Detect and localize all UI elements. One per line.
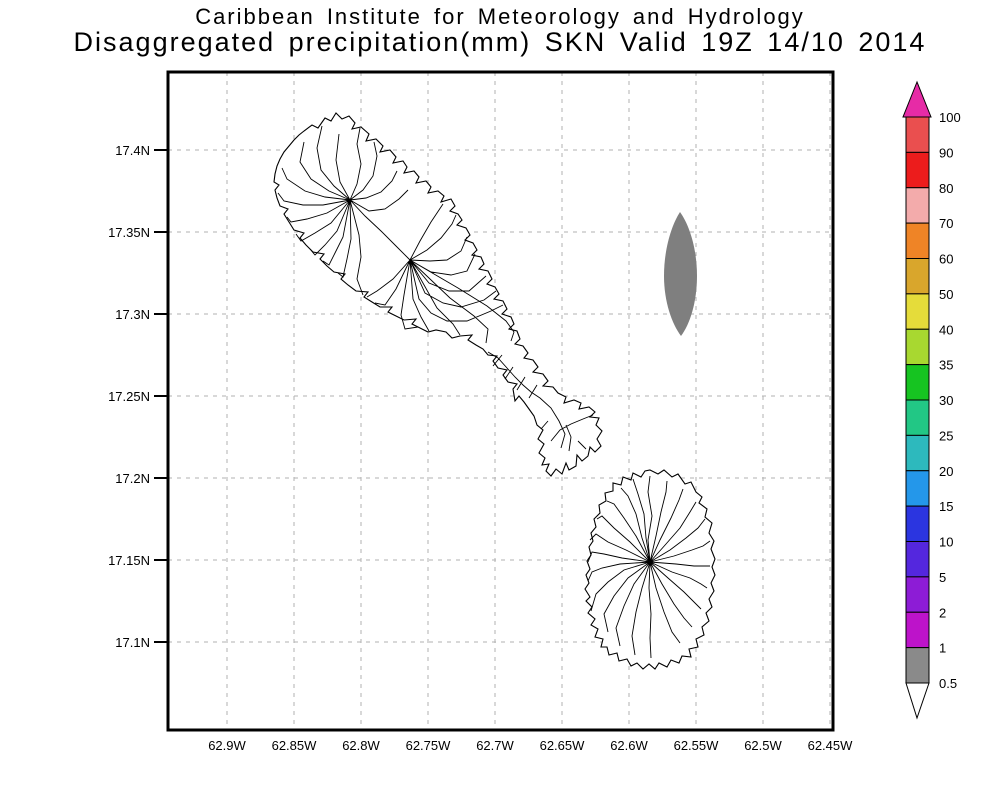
- colorbar-over-arrow: [902, 80, 932, 118]
- colorbar-tick-labels: 100 90 80 70 60 50 40 35 30 25 20 15 10 5 2 1 0.5: [939, 110, 961, 691]
- nevis-drainage-lines: [587, 475, 711, 659]
- page-title: Caribbean Institute for Meteorology and …: [195, 4, 805, 29]
- colorbar-segment: [905, 505, 930, 542]
- colorbar-tick-label: 1: [939, 641, 946, 656]
- colorbar-tick-label: 10: [939, 535, 953, 550]
- lat-label: 17.2N: [115, 471, 150, 486]
- colorbar-tick-label: 15: [939, 499, 953, 514]
- colorbar-segment: [905, 434, 930, 472]
- colorbar-tick-label: 25: [939, 428, 953, 443]
- colorbar-tick-label: 100: [939, 110, 961, 125]
- colorbar-segment: [905, 611, 930, 649]
- colorbar-legend: 100 90 80 70 60 50 40 35 30 25 20 15 10 5 2 1 0.5: [902, 80, 961, 720]
- colorbar-tick-label: 80: [939, 181, 953, 196]
- lon-label: 62.6W: [610, 738, 648, 753]
- lon-label: 62.45W: [808, 738, 854, 753]
- colorbar-segment: [905, 222, 930, 259]
- colorbar-segments: [905, 116, 930, 684]
- lat-label: 17.4N: [115, 143, 150, 158]
- colorbar-tick-label: 20: [939, 464, 953, 479]
- colorbar-tick-label: 0.5: [939, 676, 957, 691]
- colorbar-segment: [905, 293, 930, 330]
- axis-labels: 17.4N 17.35N 17.3N 17.25N 17.2N 17.15N 17.1N 62…: [108, 143, 853, 753]
- colorbar-under-arrow: [905, 682, 930, 720]
- lon-label: 62.8W: [342, 738, 380, 753]
- colorbar-segment: [905, 364, 930, 401]
- colorbar-tick-label: 90: [939, 145, 953, 160]
- lon-label: 62.7W: [476, 738, 514, 753]
- colorbar-segment: [905, 328, 930, 366]
- st-kitts-island: [273, 112, 603, 477]
- page-subtitle: Disaggregated precipitation(mm) SKN Vali…: [73, 27, 927, 57]
- lat-label: 17.15N: [108, 553, 150, 568]
- lat-label: 17.1N: [115, 635, 150, 650]
- lon-label: 62.9W: [208, 738, 246, 753]
- colorbar-tick-label: 30: [939, 393, 953, 408]
- colorbar-tick-label: 40: [939, 322, 953, 337]
- colorbar-tick-label: 2: [939, 605, 946, 620]
- axis-ticks: [154, 149, 168, 643]
- grid-lines: [168, 72, 833, 730]
- colorbar-segment: [905, 258, 930, 295]
- colorbar-segment: [905, 470, 930, 507]
- lon-label: 62.65W: [540, 738, 586, 753]
- colorbar-segment: [905, 187, 930, 224]
- colorbar-segment: [905, 541, 930, 578]
- lon-label: 62.5W: [744, 738, 782, 753]
- colorbar-tick-label: 35: [939, 358, 953, 373]
- colorbar-tick-label: 50: [939, 287, 953, 302]
- lon-label: 62.55W: [674, 738, 720, 753]
- lat-label: 17.3N: [115, 307, 150, 322]
- colorbar-tick-label: 70: [939, 216, 953, 231]
- lon-label: 62.85W: [272, 738, 318, 753]
- lat-label: 17.25N: [108, 389, 150, 404]
- colorbar-segment: [905, 399, 930, 436]
- precipitation-area: [664, 212, 697, 336]
- colorbar-segment: [905, 647, 930, 684]
- st-kitts-drainage-lines: [277, 125, 594, 452]
- nevis-island: [584, 469, 716, 670]
- plot-border: [166, 70, 835, 732]
- colorbar-tick-label: 5: [939, 570, 946, 585]
- st-kitts-coastline: [273, 112, 603, 477]
- colorbar-segment: [905, 116, 930, 153]
- lat-label: 17.35N: [108, 225, 150, 240]
- colorbar-segment: [905, 576, 930, 613]
- colorbar-segment: [905, 151, 930, 189]
- colorbar-tick-label: 60: [939, 252, 953, 267]
- lon-label: 62.75W: [406, 738, 452, 753]
